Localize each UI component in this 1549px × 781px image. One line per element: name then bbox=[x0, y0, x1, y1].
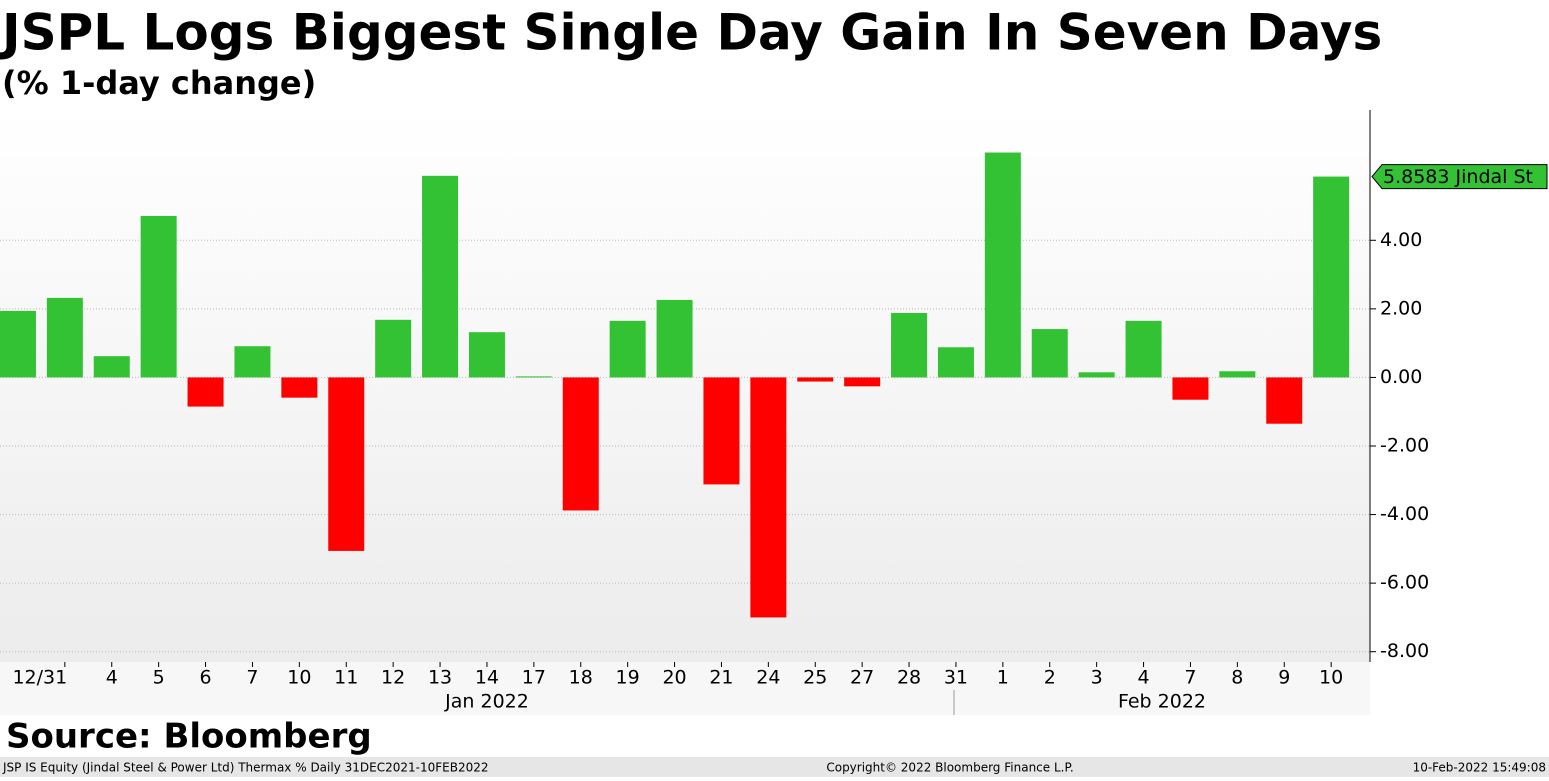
x-tick-label: 3 bbox=[1091, 667, 1103, 689]
bar bbox=[281, 377, 318, 398]
y-tick-label: -4.00 bbox=[1380, 503, 1429, 525]
bar bbox=[1078, 372, 1115, 378]
bar bbox=[46, 297, 83, 378]
bar bbox=[703, 377, 740, 485]
x-tick-label: 20 bbox=[662, 667, 686, 689]
x-tick-label: 4 bbox=[1138, 667, 1150, 689]
x-axis-background bbox=[0, 662, 1370, 715]
bar bbox=[1031, 329, 1068, 378]
chart-subtitle: (% 1-day change) bbox=[2, 64, 316, 102]
x-tick-label: 14 bbox=[475, 667, 499, 689]
bar bbox=[1125, 320, 1162, 378]
footer-center: Copyright© 2022 Bloomberg Finance L.P. bbox=[826, 761, 1073, 775]
bar bbox=[937, 347, 974, 378]
bar bbox=[797, 377, 834, 382]
x-tick-label: 5 bbox=[153, 667, 165, 689]
x-tick-label: 10 bbox=[1319, 667, 1343, 689]
annotation-tag bbox=[1371, 164, 1548, 190]
y-tick-label: -8.00 bbox=[1380, 640, 1429, 662]
x-tick-label: 8 bbox=[1231, 667, 1243, 689]
x-tick-label: 19 bbox=[616, 667, 640, 689]
bar bbox=[515, 376, 552, 378]
bar bbox=[1219, 371, 1256, 378]
x-tick-label: 27 bbox=[850, 667, 874, 689]
y-tick-label: 2.00 bbox=[1380, 297, 1422, 319]
x-tick-label: 9 bbox=[1278, 667, 1290, 689]
x-tick-label: 31 bbox=[944, 667, 968, 689]
x-tick-label: 25 bbox=[803, 667, 827, 689]
x-tick-label: 12/31 bbox=[12, 667, 67, 689]
bar bbox=[375, 319, 412, 378]
x-tick-label: 18 bbox=[569, 667, 593, 689]
chart-title: JSPL Logs Biggest Single Day Gain In Sev… bbox=[0, 4, 1382, 62]
footer-left: JSP IS Equity (Jindal Steel & Power Ltd)… bbox=[2, 761, 488, 775]
bar bbox=[1313, 176, 1350, 378]
bar bbox=[1172, 377, 1209, 400]
x-tick-label: 11 bbox=[334, 667, 358, 689]
x-tick-label: 1 bbox=[997, 667, 1009, 689]
bar bbox=[844, 377, 881, 387]
bar bbox=[750, 377, 787, 618]
bar bbox=[234, 346, 271, 378]
x-tick-label: 17 bbox=[522, 667, 546, 689]
footer-bar bbox=[0, 757, 1549, 777]
bar bbox=[93, 356, 130, 378]
annotation: 5.8583 Jindal St bbox=[1383, 166, 1533, 188]
bar bbox=[422, 175, 459, 378]
month-label: Feb 2022 bbox=[1118, 691, 1206, 713]
bar bbox=[656, 299, 693, 378]
x-tick-label: 13 bbox=[428, 667, 452, 689]
source: Source: Bloomberg bbox=[6, 717, 372, 757]
x-tick-label: 28 bbox=[897, 667, 921, 689]
month-label: Jan 2022 bbox=[444, 691, 529, 713]
y-tick-label: -6.00 bbox=[1380, 572, 1429, 594]
bar bbox=[140, 215, 177, 378]
y-tick-label: 4.00 bbox=[1380, 229, 1422, 251]
bar bbox=[468, 332, 505, 378]
footer-right: 10-Feb-2022 15:49:08 bbox=[1413, 761, 1546, 775]
bar bbox=[609, 320, 646, 378]
x-tick-label: 7 bbox=[1184, 667, 1196, 689]
x-tick-label: 12 bbox=[381, 667, 405, 689]
bar bbox=[187, 377, 224, 407]
x-tick-label: 21 bbox=[709, 667, 733, 689]
plot-background bbox=[0, 110, 1370, 662]
bar bbox=[0, 310, 36, 378]
x-tick-label: 6 bbox=[200, 667, 212, 689]
bar bbox=[328, 377, 365, 551]
bar bbox=[1266, 377, 1303, 424]
bar bbox=[562, 377, 599, 511]
y-tick-label: 0.00 bbox=[1380, 366, 1422, 388]
y-tick-label: -2.00 bbox=[1380, 435, 1429, 457]
bar bbox=[984, 152, 1021, 378]
x-tick-label: 7 bbox=[246, 667, 258, 689]
x-tick-label: 24 bbox=[756, 667, 780, 689]
x-tick-label: 4 bbox=[106, 667, 118, 689]
x-tick-label: 2 bbox=[1044, 667, 1056, 689]
x-tick-label: 10 bbox=[287, 667, 311, 689]
bar bbox=[891, 312, 928, 378]
